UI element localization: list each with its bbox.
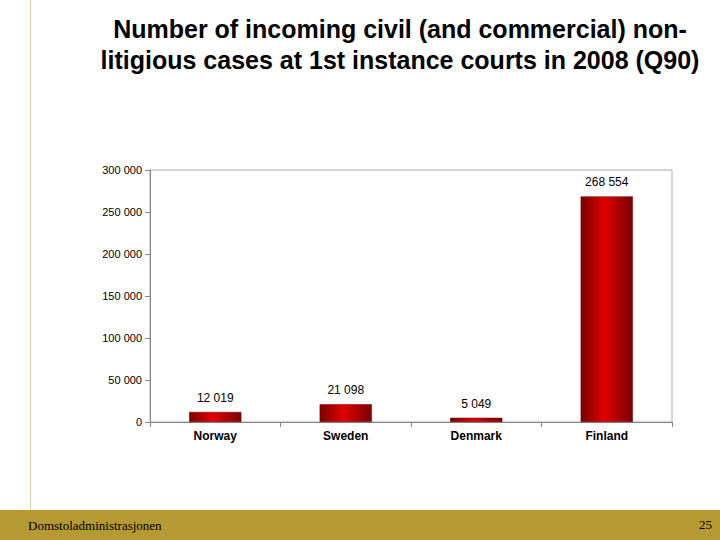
html-text:Number of incoming civil (and: Number of incoming civil (and commercial… bbox=[100, 15, 700, 74]
svg-text:Denmark: Denmark bbox=[451, 429, 503, 443]
svg-text:12 019: 12 019 bbox=[197, 391, 234, 405]
svg-text:Finland: Finland bbox=[585, 429, 628, 443]
svg-text:50 000: 50 000 bbox=[108, 374, 142, 386]
html-text:25: 25 bbox=[699, 517, 712, 532]
svg-text:150 000: 150 000 bbox=[102, 290, 142, 302]
svg-text:21 098: 21 098 bbox=[327, 383, 364, 397]
svg-text:Norway: Norway bbox=[194, 429, 238, 443]
svg-text:268 554: 268 554 bbox=[585, 175, 629, 189]
svg-text:5 049: 5 049 bbox=[461, 397, 491, 411]
svg-text:0: 0 bbox=[136, 416, 142, 428]
svg-text:300 000: 300 000 bbox=[102, 164, 142, 176]
html-text:Domstoladministrasjonen: Domstoladministrasjonen bbox=[28, 518, 162, 533]
svg-text:Sweden: Sweden bbox=[323, 429, 368, 443]
svg-text:250 000: 250 000 bbox=[102, 206, 142, 218]
svg-text:200 000: 200 000 bbox=[102, 248, 142, 260]
svg-text:100 000: 100 000 bbox=[102, 332, 142, 344]
